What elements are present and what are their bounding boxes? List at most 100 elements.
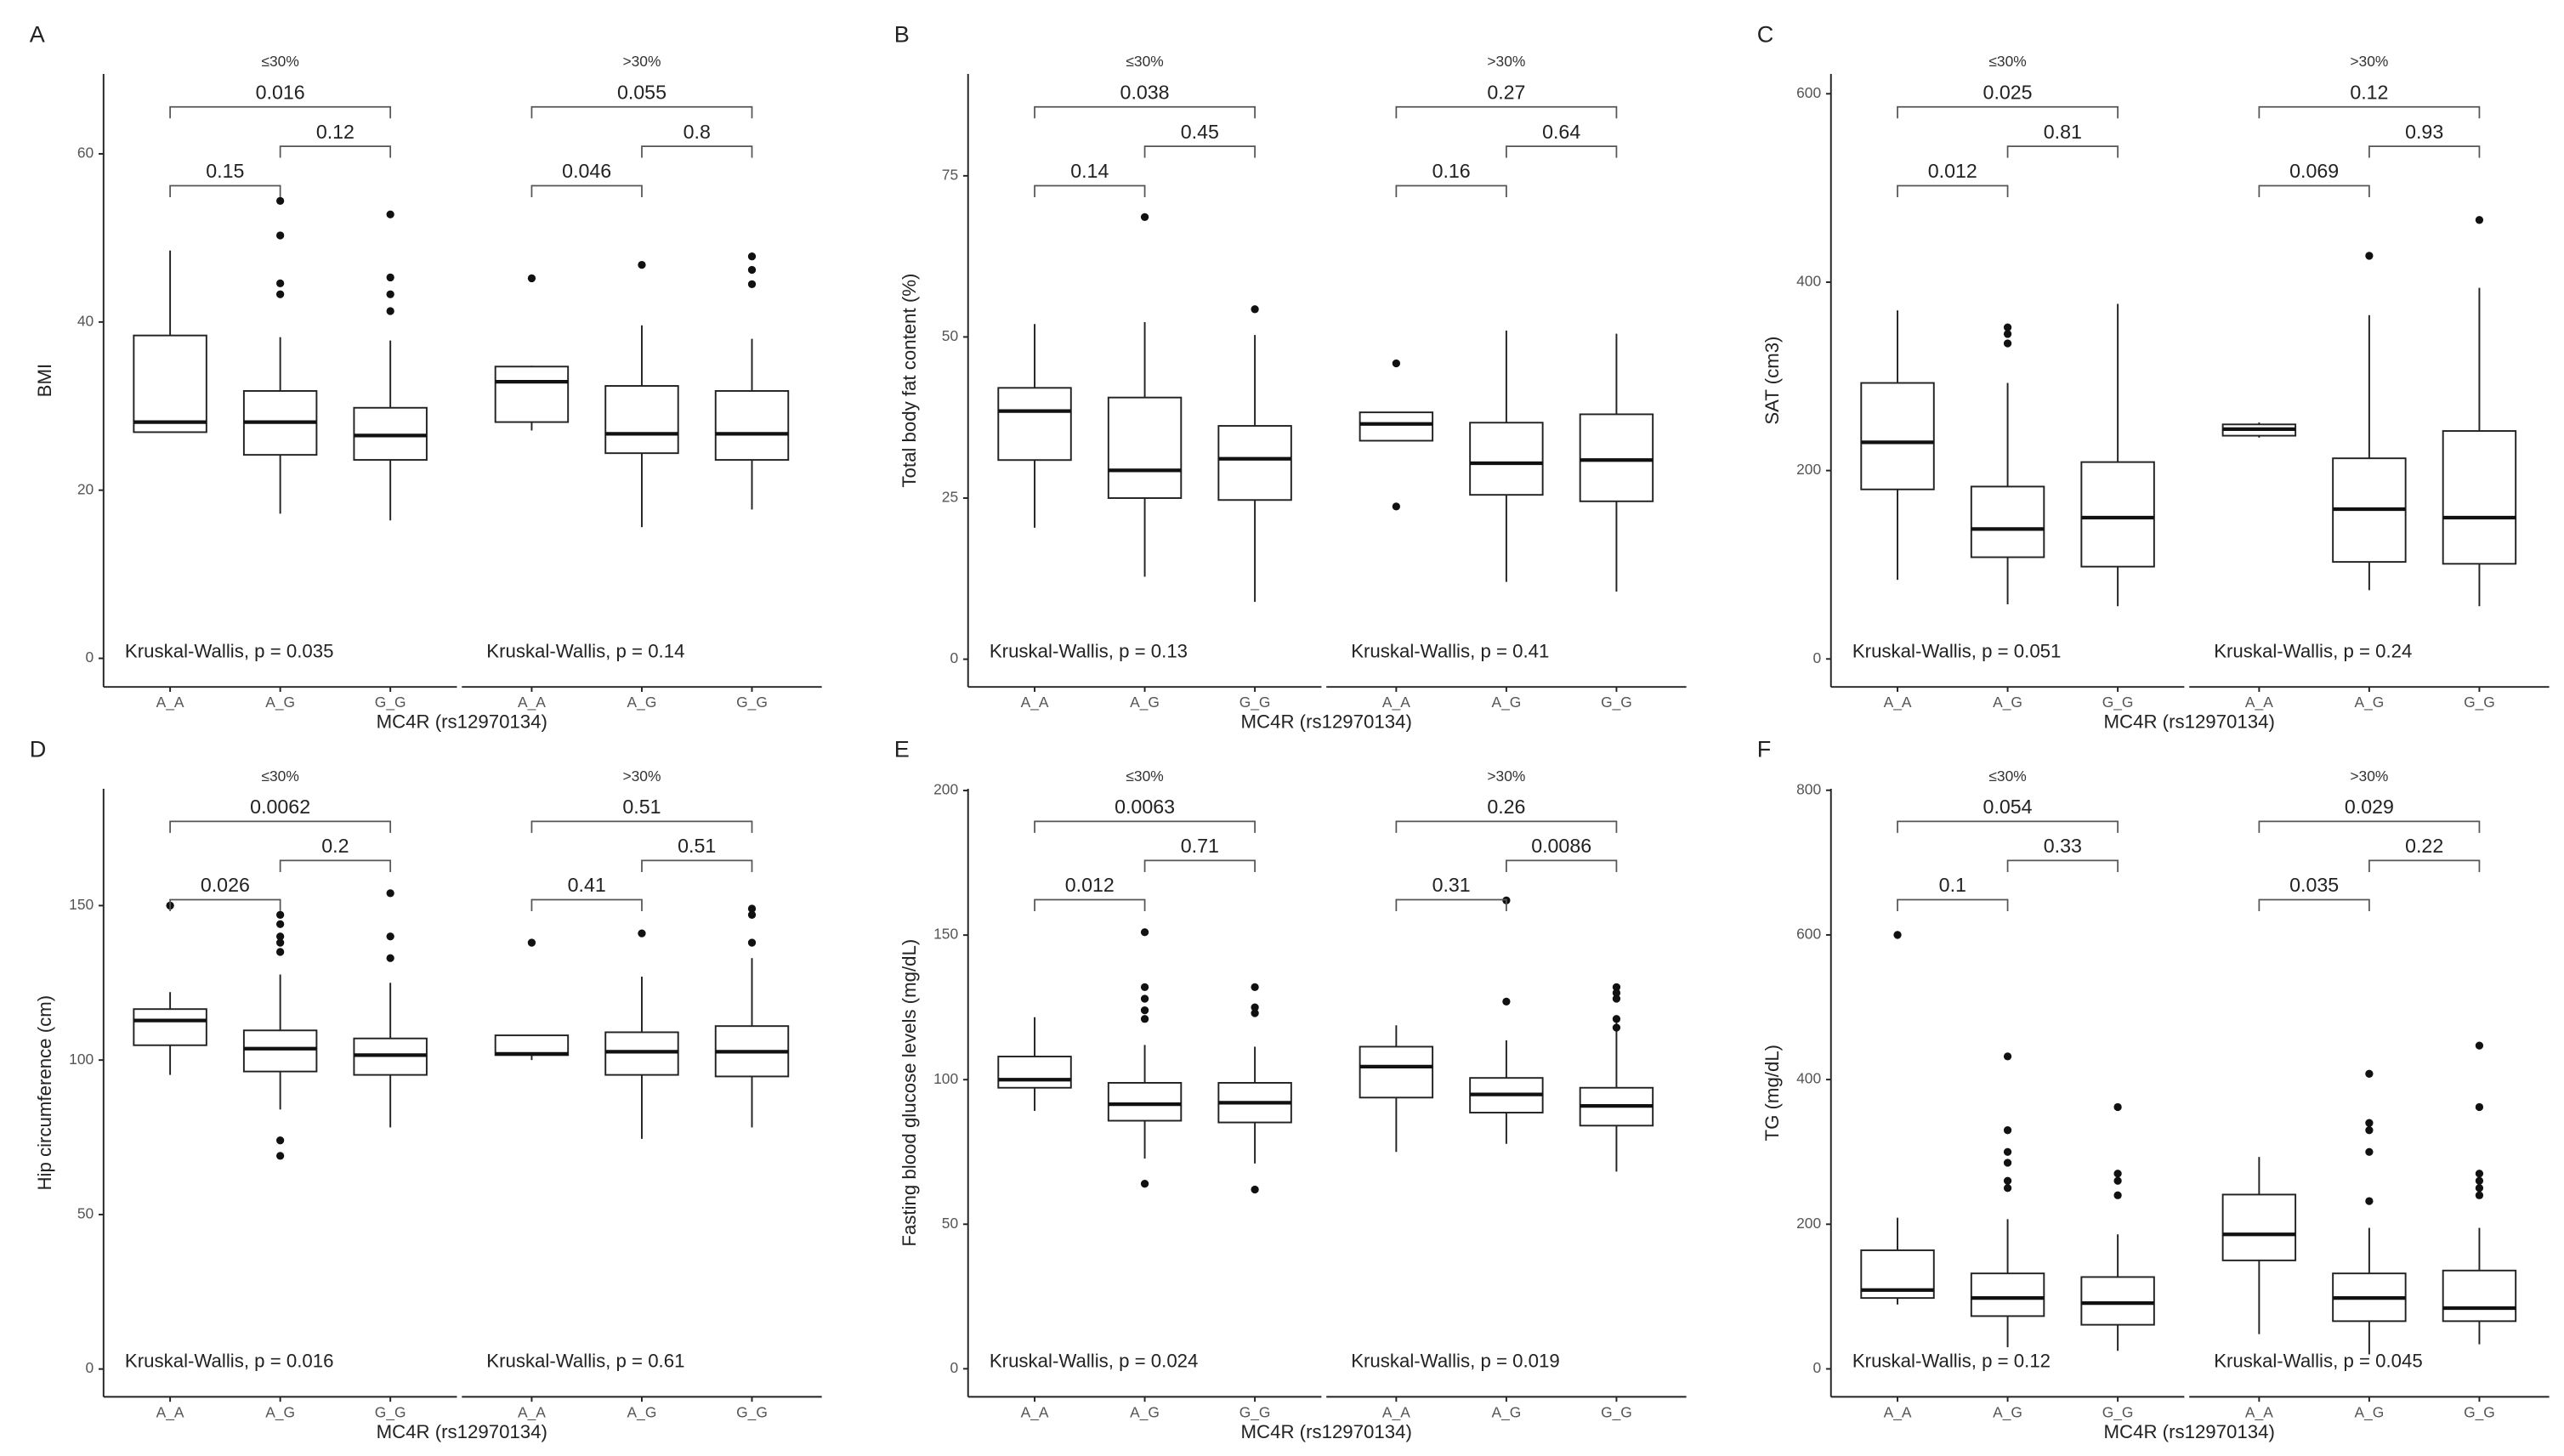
comparison-bracket	[530, 184, 643, 198]
comparison-bracket	[2258, 184, 2370, 198]
facet-label: ≤30%	[261, 768, 298, 785]
outlier	[2475, 216, 2484, 224]
outlier	[2365, 1126, 2374, 1135]
facet-label: >30%	[622, 768, 661, 785]
comparison-p: 0.12	[2350, 81, 2388, 103]
outlier	[1612, 989, 1621, 997]
x-tick-label: G_G	[2464, 1403, 2495, 1420]
outlier	[2475, 1191, 2484, 1199]
y-tick-label: 800	[1796, 780, 1821, 797]
comparison-bracket	[2258, 820, 2481, 833]
outlier	[1612, 1015, 1621, 1023]
comparison-p: 0.71	[1181, 835, 1219, 857]
outlier	[1612, 994, 1621, 1003]
comparison-bracket	[169, 898, 281, 911]
comparison-bracket	[2368, 145, 2481, 158]
x-tick-label: A_A	[1021, 1403, 1049, 1420]
comparison-bracket	[1395, 105, 1618, 119]
box	[2080, 461, 2155, 568]
outlier	[2003, 323, 2012, 331]
comparison-p: 0.33	[2044, 835, 2082, 857]
box	[1107, 1081, 1183, 1122]
y-tick-label: 0	[950, 1359, 958, 1376]
comparison-p: 0.14	[1070, 160, 1109, 182]
outlier	[747, 265, 757, 275]
x-axis-label: MC4R (rs12970134)	[377, 1421, 547, 1442]
y-tick-label: 0	[86, 649, 94, 666]
y-axis-label: Fasting blood glucose levels (mg/dL)	[899, 939, 920, 1247]
x-tick-label: A_G	[627, 694, 657, 711]
test-label: Kruskal-Wallis, p = 0.016	[125, 1351, 334, 1372]
comparison-bracket	[169, 184, 281, 198]
box	[1469, 422, 1544, 496]
x-tick-label: A_A	[518, 694, 546, 711]
outlier	[1251, 1003, 1259, 1011]
facet-label: >30%	[2350, 53, 2388, 70]
x-axis-label: MC4R (rs12970134)	[1241, 1421, 1412, 1442]
panel: D Hip circumference (cm) MC4R (rs12970134)…	[30, 737, 822, 1442]
box	[2442, 1269, 2517, 1323]
x-tick-label: A_G	[1491, 694, 1521, 711]
test-label: Kruskal-Wallis, p = 0.61	[486, 1351, 684, 1372]
box	[1970, 1272, 2045, 1317]
outlier	[386, 307, 394, 315]
y-axis-label: Hip circumference (cm)	[34, 995, 55, 1191]
box	[1579, 413, 1654, 502]
comparison-bracket	[2258, 898, 2370, 911]
outlier	[2475, 1102, 2484, 1112]
y-axis-label: TG (mg/dL)	[1761, 1045, 1783, 1142]
outlier	[386, 889, 394, 898]
outlier	[275, 932, 285, 941]
outlier	[386, 210, 394, 218]
outlier	[747, 904, 757, 913]
comparison-bracket	[1395, 898, 1507, 911]
facet-label: ≤30%	[1126, 53, 1163, 70]
test-label: Kruskal-Wallis, p = 0.12	[1852, 1351, 2051, 1372]
y-tick-label: 0	[86, 1359, 94, 1376]
y-tick-label: 50	[942, 327, 958, 344]
panel: F TG (mg/dL) MC4R (rs12970134) 0 200 400 600 80…	[1757, 737, 2550, 1442]
test-label: Kruskal-Wallis, p = 0.019	[1351, 1351, 1560, 1372]
outlier	[1140, 928, 1149, 937]
outlier	[1251, 1185, 1259, 1194]
outlier	[2113, 1176, 2122, 1185]
y-tick-label: 50	[942, 1215, 958, 1232]
x-tick-label: A_A	[2245, 694, 2273, 711]
box	[133, 334, 207, 433]
x-tick-label: G_G	[2102, 694, 2134, 711]
comparison-p: 0.8	[684, 121, 711, 143]
outlier	[2003, 330, 2012, 338]
comparison-bracket	[169, 105, 392, 119]
panel-label: E	[894, 737, 910, 762]
x-tick-label: G_G	[1239, 694, 1271, 711]
outlier	[1251, 305, 1259, 314]
outlier	[275, 231, 285, 240]
outlier	[1392, 359, 1401, 368]
comparison-bracket	[1506, 145, 1618, 158]
outlier	[747, 910, 757, 919]
outlier	[1612, 1023, 1621, 1032]
outlier	[2003, 1052, 2012, 1061]
outlier	[1893, 931, 1902, 939]
outlier	[275, 1136, 285, 1145]
test-label: Kruskal-Wallis, p = 0.14	[486, 640, 684, 661]
comparison-p: 0.025	[1983, 81, 2033, 103]
x-tick-label: A_A	[1884, 1403, 1912, 1420]
outlier	[386, 932, 394, 941]
outlier	[275, 1152, 285, 1160]
outlier	[2003, 1176, 2012, 1185]
comparison-p: 0.054	[1983, 796, 2033, 818]
outlier	[275, 920, 285, 928]
test-label: Kruskal-Wallis, p = 0.045	[2214, 1351, 2423, 1372]
box	[1217, 425, 1292, 501]
x-tick-label: A_A	[2245, 1403, 2273, 1420]
outlier	[275, 948, 285, 956]
box	[604, 385, 679, 455]
comparison-p: 0.0063	[1115, 796, 1175, 818]
box	[494, 365, 570, 423]
x-tick-label: A_A	[156, 694, 184, 711]
y-tick-label: 100	[69, 1051, 94, 1068]
y-tick-label: 75	[942, 166, 958, 183]
y-tick-label: 200	[1796, 461, 1821, 478]
